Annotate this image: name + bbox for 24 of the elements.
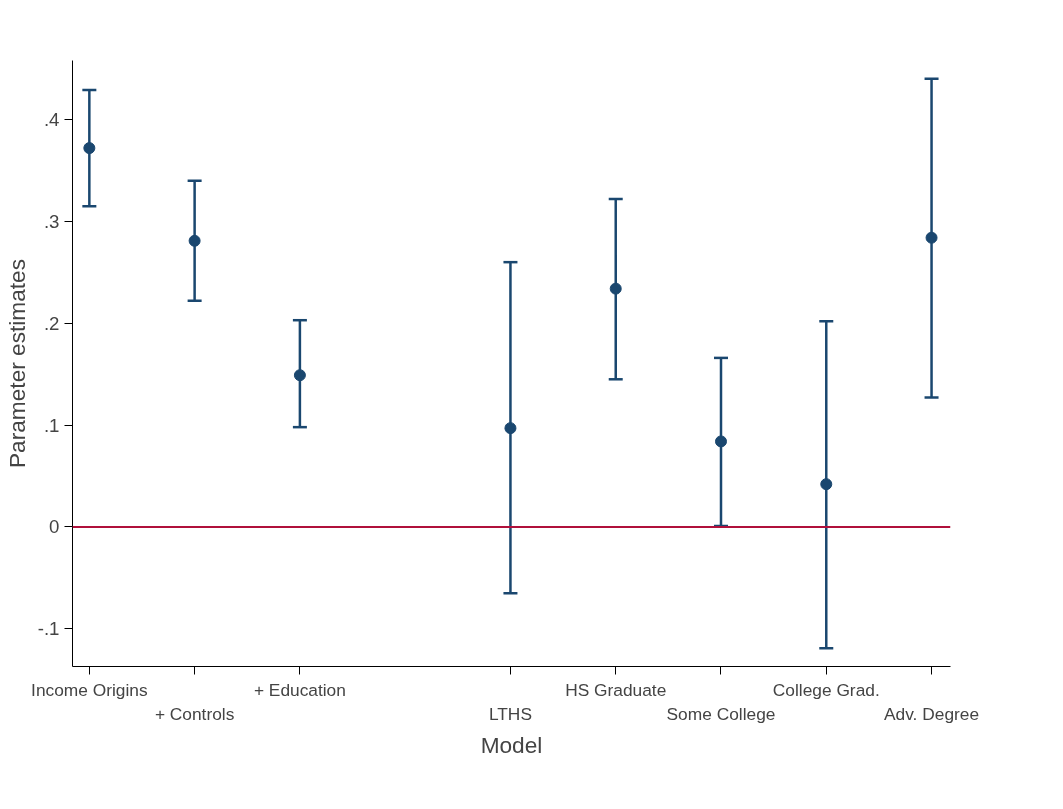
x-tick-label: LTHS xyxy=(488,703,532,724)
point xyxy=(83,142,96,155)
x-axis-title: Model xyxy=(480,731,543,758)
x-tick-label: + Controls xyxy=(154,703,235,724)
point xyxy=(925,231,938,244)
y-tick-label: .3 xyxy=(43,210,60,232)
x-tick-label: Some College xyxy=(666,703,776,724)
x-tick-label: + Education xyxy=(253,679,346,700)
point xyxy=(820,478,833,491)
x-tick-label: Income Origins xyxy=(31,679,148,700)
point xyxy=(609,282,622,295)
y-tick-label: .4 xyxy=(43,109,60,131)
y-tick-label: .1 xyxy=(43,414,60,436)
y-axis-title: Parameter estimates xyxy=(3,258,30,469)
x-tick-label: HS Graduate xyxy=(565,679,667,700)
x-tick-label: Adv. Degree xyxy=(884,703,980,724)
x-tick-label: College Grad. xyxy=(772,679,880,700)
point xyxy=(188,234,201,247)
point xyxy=(504,422,517,435)
y-tick-label: 0 xyxy=(49,516,60,538)
y-tick-label: .2 xyxy=(43,312,60,334)
point xyxy=(715,435,727,448)
point xyxy=(293,369,306,382)
y-tick-label: -.1 xyxy=(37,618,60,640)
